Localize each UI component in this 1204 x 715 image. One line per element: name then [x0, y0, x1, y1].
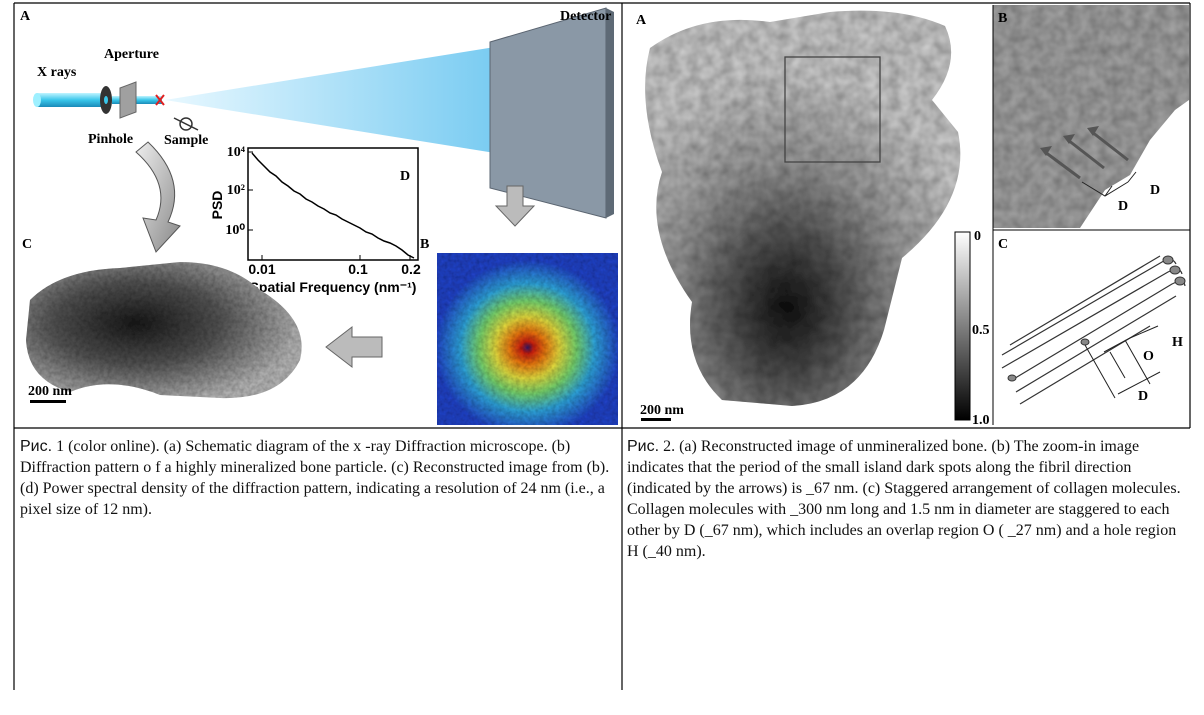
figure-1: A X rays Aperture Detector Pinhole Sampl… [20, 8, 618, 425]
caption-text: 1 (color online). (a) Schematic diagram … [20, 438, 609, 518]
molecule [1012, 281, 1185, 380]
caption-prefix: Рис. [627, 438, 659, 455]
diffraction-image [437, 253, 618, 425]
diagram-label: O [1143, 349, 1154, 364]
beam-end [33, 93, 41, 107]
molecule [1002, 269, 1182, 368]
caption-paragraph: Collagen molecules with _300 nm long and… [627, 499, 1187, 562]
label: Pinhole [88, 132, 133, 147]
figures: A X rays Aperture Detector Pinhole Sampl… [0, 0, 1204, 715]
molecule-ends [1008, 256, 1185, 381]
caption-text: Collagen molecules with _300 nm long and… [627, 501, 1176, 560]
panel-label: A [636, 13, 647, 28]
label: Aperture [104, 47, 159, 62]
x-tick-label: 0.01 [248, 261, 275, 277]
page: A X rays Aperture Detector Pinhole Sampl… [0, 0, 1204, 715]
zoom-label: D [1118, 199, 1128, 214]
caption: Рис. 2. (a) Reconstructed image of unmin… [627, 436, 1187, 562]
label: X rays [37, 65, 77, 80]
x-tick-label: 0.2 [401, 261, 421, 277]
colorbar-tick: 0 [974, 229, 981, 244]
collagen-molecules [1002, 256, 1185, 404]
scale-bar-label: 200 nm [640, 403, 684, 418]
xray-beam [35, 93, 107, 107]
colorbar-tick: 1.0 [972, 413, 990, 428]
curved-arrow [136, 142, 180, 252]
colorbar [955, 232, 970, 420]
bone-image [645, 11, 960, 406]
molecule [1016, 296, 1176, 392]
y-tick-label: 10² [227, 183, 245, 198]
psd-frame [248, 148, 418, 260]
zoom-label: D [1150, 183, 1160, 198]
diagram-label: D [1138, 389, 1148, 404]
panel-label: B [420, 237, 429, 252]
caption: Рис. 1 (color online). (a) Schematic dia… [20, 436, 616, 520]
y-axis-label: PSD [209, 191, 225, 220]
molecule [1010, 256, 1160, 345]
aperture [120, 82, 136, 118]
x-tick-label: 0.1 [348, 261, 368, 277]
detector-edge [606, 8, 614, 218]
x-axis-label: Spatial Frequency (nm⁻¹) [250, 279, 417, 295]
panel-label: D [400, 169, 410, 184]
panel-label: C [22, 237, 32, 252]
caption-paragraph: Рис. 2. (a) Reconstructed image of unmin… [627, 436, 1187, 499]
y-tick-label: 10⁴ [227, 145, 246, 160]
label: Sample [164, 133, 208, 148]
label: Detector [560, 9, 611, 24]
colorbar-tick: 0.5 [972, 323, 990, 338]
pinhole-hole [104, 96, 108, 104]
end [1170, 266, 1180, 274]
sample-line [174, 118, 198, 130]
end [1081, 339, 1089, 345]
end [1008, 375, 1016, 381]
caption-text: 2. (a) Reconstructed image of unminerali… [627, 438, 1181, 497]
diagram-label: H [1172, 335, 1183, 350]
end [1175, 277, 1185, 285]
caption-prefix: Рис. [20, 438, 52, 455]
scale-bar [30, 400, 66, 403]
caption-paragraph: Рис. 1 (color online). (a) Schematic dia… [20, 436, 616, 520]
panel-label: B [998, 11, 1007, 26]
end [1163, 256, 1173, 264]
panel-label: A [20, 9, 31, 24]
scale-bar [641, 418, 671, 421]
figure-2: A 200 nm 0 0.5 1.0 B D D C O H D [636, 5, 1190, 428]
scale-bar-label: 200 nm [28, 384, 72, 399]
y-tick-label: 10⁰ [225, 223, 245, 238]
panel-label: C [998, 237, 1008, 252]
left-arrow [326, 327, 382, 367]
